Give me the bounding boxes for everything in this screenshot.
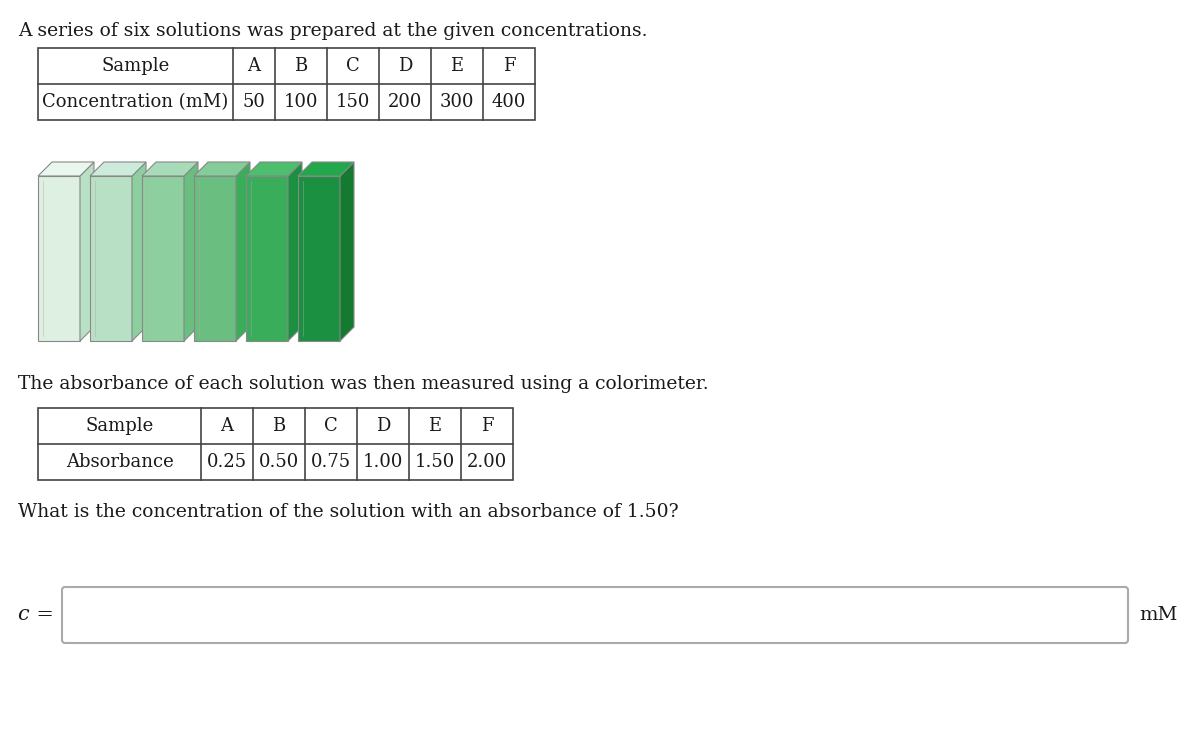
Text: What is the concentration of the solution with an absorbance of 1.50?: What is the concentration of the solutio… (18, 503, 679, 521)
FancyBboxPatch shape (62, 587, 1128, 643)
Polygon shape (288, 162, 302, 341)
Polygon shape (80, 162, 94, 341)
Polygon shape (246, 162, 302, 176)
Text: Absorbance: Absorbance (66, 453, 173, 471)
Polygon shape (236, 162, 250, 341)
Bar (298, 176, 340, 341)
Text: A: A (221, 417, 234, 435)
Bar (90, 176, 132, 341)
Polygon shape (194, 162, 250, 176)
Text: 0.50: 0.50 (259, 453, 299, 471)
Polygon shape (184, 162, 198, 341)
Text: D: D (398, 57, 412, 75)
Text: 400: 400 (492, 93, 526, 111)
Text: F: F (503, 57, 515, 75)
Text: A: A (247, 57, 260, 75)
Bar (38, 176, 80, 341)
Text: Sample: Sample (85, 417, 154, 435)
Bar (38, 48, 535, 120)
Bar (246, 176, 288, 341)
Text: C: C (324, 417, 338, 435)
Text: B: B (294, 57, 307, 75)
Text: 1.00: 1.00 (362, 453, 403, 471)
Bar (194, 176, 236, 341)
Text: 2.00: 2.00 (467, 453, 508, 471)
Text: 50: 50 (242, 93, 265, 111)
Text: E: E (428, 417, 442, 435)
Polygon shape (132, 162, 146, 341)
Bar (142, 176, 184, 341)
Text: F: F (481, 417, 493, 435)
Text: Concentration (mM): Concentration (mM) (42, 93, 229, 111)
Text: D: D (376, 417, 390, 435)
Polygon shape (142, 162, 198, 176)
Bar (38, 408, 514, 480)
Text: A series of six solutions was prepared at the given concentrations.: A series of six solutions was prepared a… (18, 22, 648, 40)
Text: 100: 100 (283, 93, 318, 111)
Text: c =: c = (18, 605, 54, 625)
Text: 200: 200 (388, 93, 422, 111)
Text: 0.75: 0.75 (311, 453, 352, 471)
Text: 300: 300 (439, 93, 474, 111)
Text: The absorbance of each solution was then measured using a colorimeter.: The absorbance of each solution was then… (18, 375, 709, 393)
Text: 1.50: 1.50 (415, 453, 455, 471)
Polygon shape (298, 162, 354, 176)
Text: B: B (272, 417, 286, 435)
Polygon shape (340, 162, 354, 341)
Text: Sample: Sample (101, 57, 169, 75)
Text: 150: 150 (336, 93, 370, 111)
Text: mM: mM (1139, 606, 1177, 624)
Text: 0.25: 0.25 (206, 453, 247, 471)
Text: E: E (450, 57, 463, 75)
Polygon shape (38, 162, 94, 176)
Polygon shape (90, 162, 146, 176)
Text: C: C (346, 57, 360, 75)
